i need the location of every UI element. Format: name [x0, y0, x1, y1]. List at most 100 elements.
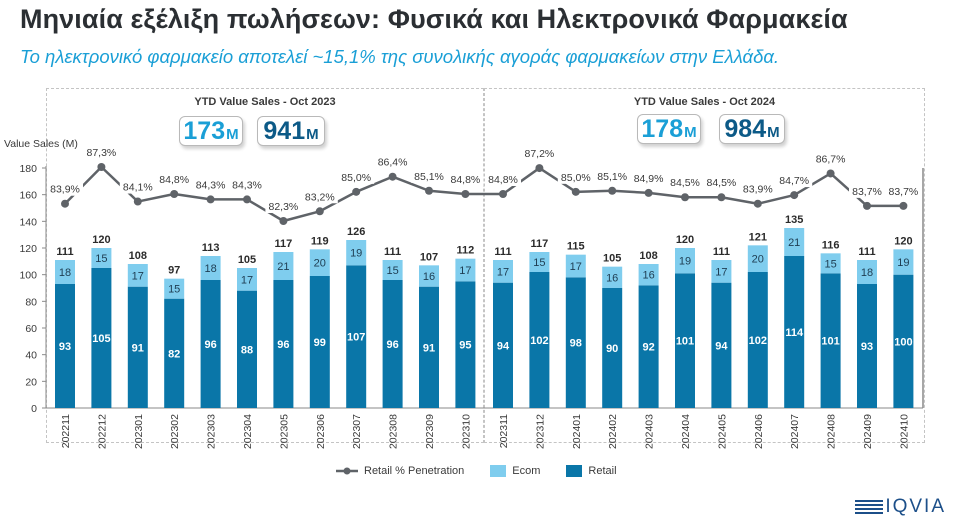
penetration-label: 84,3% — [232, 179, 262, 191]
penetration-label-bg — [83, 145, 120, 159]
legend-label: Retail % Penetration — [364, 465, 465, 477]
x-tick-label: 202307 — [351, 414, 363, 449]
bar-label-retail: 88 — [241, 344, 253, 356]
bar-retail — [493, 282, 513, 408]
bar-label-total: 126 — [347, 226, 365, 238]
bar-label-total: 111 — [494, 246, 511, 258]
penetration-label-bg — [411, 168, 447, 183]
penetration-point — [790, 191, 799, 200]
penetration-label: 87,3% — [87, 147, 117, 159]
x-tick-label: 202405 — [716, 414, 728, 449]
penetration-label-bg — [47, 181, 83, 196]
bar-label-total: 121 — [749, 231, 767, 243]
bar-ecom — [711, 260, 732, 283]
bar-label-total: 112 — [457, 245, 475, 257]
penetration-label-bg — [630, 170, 667, 185]
penetration-point — [352, 187, 361, 196]
penetration-label-bg — [739, 181, 776, 196]
bar-ecom — [747, 245, 768, 272]
bar-ecom — [164, 278, 185, 299]
bar-retail — [127, 286, 148, 408]
penetration-point — [170, 190, 179, 198]
bar-ecom — [346, 240, 367, 266]
penetration-label: 84,5% — [707, 177, 737, 189]
bar-retail — [419, 286, 439, 408]
bar-ecom — [493, 260, 513, 283]
bar-retail — [346, 265, 367, 408]
bar-retail — [747, 272, 768, 408]
bar-label-total: 120 — [92, 234, 110, 246]
x-tick-label: 202304 — [242, 414, 254, 449]
bar-label-ecom: 20 — [752, 254, 764, 266]
x-tick-label: 202408 — [826, 414, 838, 449]
bar-retail — [91, 268, 112, 408]
penetration-point — [863, 201, 871, 210]
penetration-point — [571, 187, 580, 196]
bar-label-retail: 90 — [606, 343, 618, 355]
penetration-point — [826, 169, 835, 178]
x-tick-label: 202305 — [278, 414, 290, 449]
bar-label-ecom: 18 — [204, 263, 216, 275]
penetration-label-bg — [301, 189, 338, 204]
penetration-label: 83,9% — [743, 184, 773, 196]
bar-label-retail: 91 — [132, 342, 144, 354]
penetration-point — [425, 186, 433, 195]
bar-label-total: 111 — [858, 246, 875, 258]
bar-retail — [893, 274, 914, 408]
bar-label-retail: 101 — [821, 336, 839, 348]
penetration-label-bg — [667, 175, 703, 190]
penetration-label-bg — [557, 169, 594, 184]
bar-retail — [273, 280, 294, 408]
penetration-label: 84,7% — [779, 175, 809, 187]
penetration-point — [315, 207, 324, 216]
bar-label-ecom: 17 — [241, 274, 253, 286]
kpi-ecom-2024: 178 M — [637, 114, 701, 144]
x-tick-label: 202212 — [96, 414, 108, 449]
kpi-unit: M — [684, 124, 697, 141]
bar-label-ecom: 18 — [59, 267, 71, 279]
bar-label-total: 105 — [238, 254, 256, 266]
panel-2024-title: YTD Value Sales - Oct 2024 — [633, 96, 776, 108]
bar-retail — [455, 281, 476, 408]
y-tick-label: 60 — [25, 323, 37, 335]
penetration-label-bg — [265, 199, 302, 213]
bar-label-ecom: 17 — [459, 265, 471, 277]
bar-label-total: 135 — [785, 214, 803, 226]
bar-label-ecom: 16 — [606, 272, 618, 284]
bar-ecom — [382, 260, 403, 280]
page-subtitle: Το ηλεκτρονικό φαρμακείο αποτελεί ~15,1%… — [20, 46, 780, 67]
bar-label-total: 97 — [168, 265, 180, 277]
kpi-value: 178 — [641, 115, 684, 143]
x-tick-label: 202301 — [133, 414, 145, 449]
bar-ecom — [237, 268, 257, 291]
panel-2023-title: YTD Value Sales - Oct 2023 — [194, 96, 336, 108]
y-tick-label: 80 — [25, 296, 37, 308]
penetration-point — [717, 193, 726, 202]
penetration-point — [97, 163, 106, 171]
bar-ecom — [309, 249, 330, 276]
bar-ecom — [784, 228, 805, 256]
penetration-label-bg — [229, 177, 265, 192]
bar-ecom — [602, 266, 623, 288]
bar-label-ecom: 19 — [679, 256, 691, 268]
kpi-ecom-2023: 173 M — [179, 116, 243, 146]
legend-item-ecom: Ecom — [490, 465, 540, 477]
bar-label-total: 115 — [567, 241, 585, 253]
penetration-label-bg — [156, 172, 193, 186]
penetration-label-bg — [338, 169, 375, 184]
y-tick-label: 140 — [19, 216, 37, 228]
x-tick-label: 202401 — [571, 414, 583, 449]
bar-label-retail: 105 — [92, 333, 110, 345]
penetration-point — [644, 188, 653, 197]
penetration-label: 83,9% — [50, 184, 80, 196]
bar-retail — [237, 290, 257, 408]
penetration-label: 84,9% — [634, 173, 664, 185]
bar-label-ecom: 19 — [350, 248, 362, 260]
bar-label-retail: 92 — [642, 342, 654, 354]
bar-label-retail: 102 — [530, 335, 548, 347]
bar-retail — [857, 284, 877, 408]
bar-ecom — [55, 260, 75, 284]
penetration-label: 83,7% — [889, 186, 919, 198]
bar-label-ecom: 15 — [824, 258, 836, 270]
